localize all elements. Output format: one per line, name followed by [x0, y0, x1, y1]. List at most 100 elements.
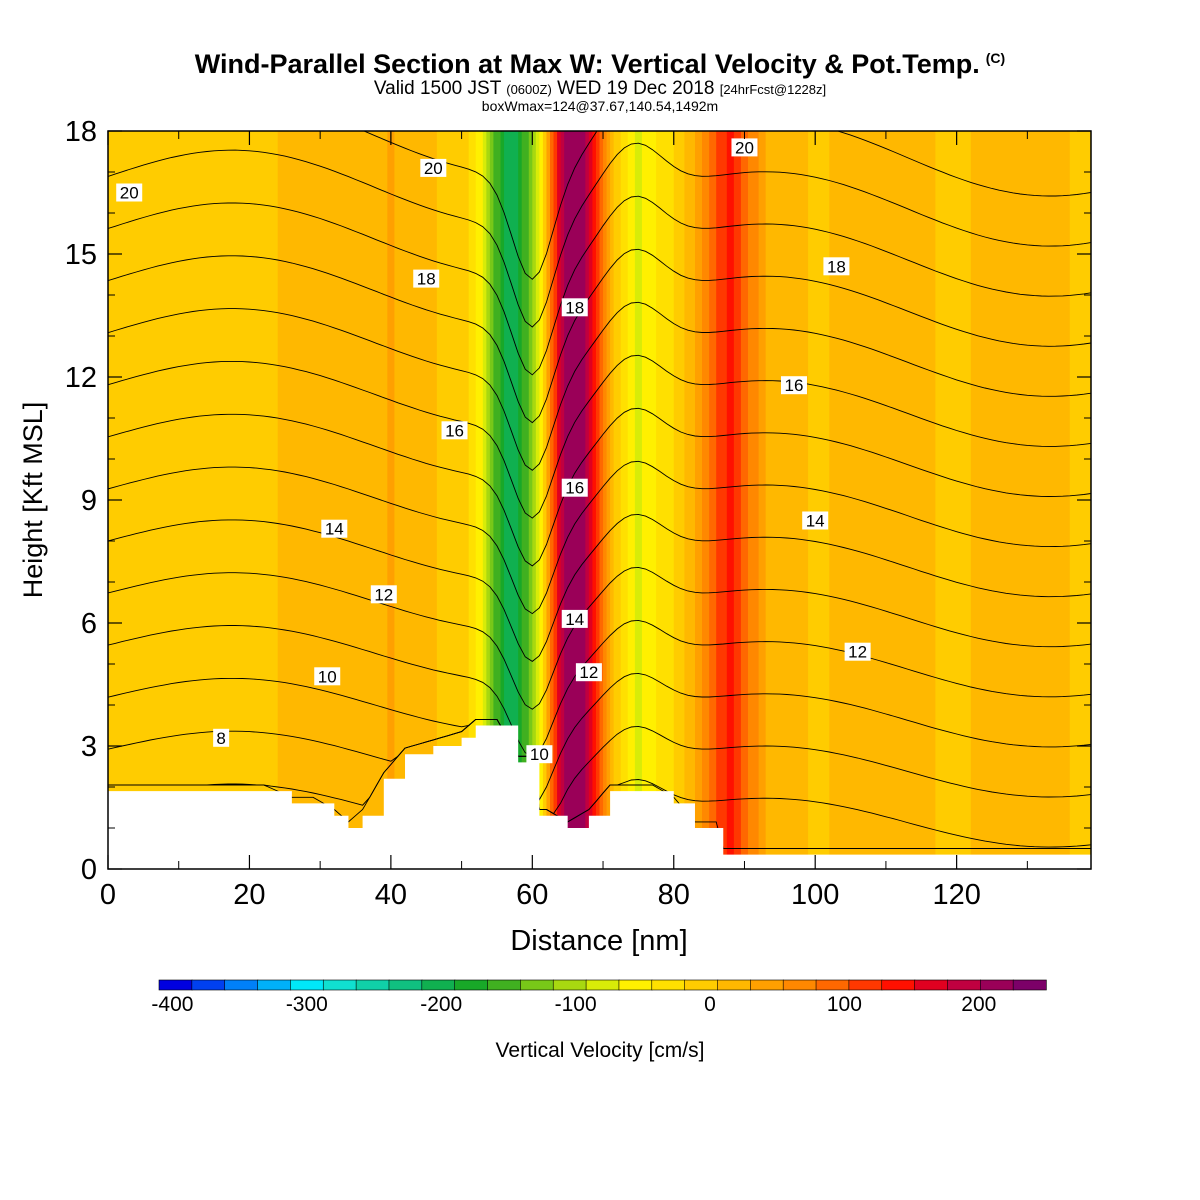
velocity-cell	[383, 131, 388, 869]
velocity-cell	[161, 131, 166, 869]
contour-label: 16	[785, 376, 804, 395]
contour-label-bg	[561, 478, 588, 497]
contour-label-bg	[420, 158, 447, 177]
velocity-cell	[684, 131, 689, 869]
velocity-cell	[316, 131, 321, 869]
velocity-cell	[394, 131, 399, 869]
velocity-cell	[967, 131, 972, 869]
velocity-cell	[440, 131, 445, 869]
velocity-cell	[836, 131, 841, 869]
y-tick-label: 12	[65, 362, 97, 394]
theta-contours	[108, 131, 1091, 849]
velocity-cell	[641, 131, 647, 869]
velocity-cell	[1073, 131, 1078, 869]
theta-contour	[108, 460, 1091, 615]
velocity-cell	[267, 131, 272, 869]
theta-contour	[362, 131, 1091, 280]
velocity-cell	[984, 131, 990, 869]
velocity-cell	[712, 131, 717, 869]
velocity-cell	[995, 131, 1000, 869]
velocity-cell	[673, 131, 678, 869]
velocity-cell	[521, 131, 526, 869]
velocity-cell	[362, 131, 367, 869]
velocity-cell	[610, 131, 615, 869]
contour-label: 14	[806, 512, 825, 531]
velocity-cell	[981, 131, 986, 869]
velocity-cell	[977, 131, 982, 869]
velocity-cell	[122, 131, 127, 869]
velocity-cell	[783, 131, 788, 869]
velocity-cell	[1062, 131, 1067, 869]
velocity-cell	[885, 131, 891, 869]
velocity-cell	[592, 131, 597, 869]
colorbar-swatch	[487, 979, 522, 991]
colorbar-swatch	[355, 979, 390, 991]
velocity-cell	[500, 131, 505, 869]
velocity-cell	[313, 131, 318, 869]
velocity-cell	[744, 131, 749, 869]
velocity-cell	[1048, 131, 1053, 869]
velocity-cell	[946, 131, 951, 869]
velocity-cell	[900, 131, 905, 869]
velocity-cell	[224, 131, 229, 869]
velocity-cell	[387, 131, 392, 869]
velocity-cell	[875, 131, 880, 869]
velocity-cell	[168, 131, 173, 869]
velocity-cell	[376, 131, 381, 869]
velocity-cell	[564, 131, 569, 869]
x-tick-label: 100	[791, 879, 839, 911]
contour-label: 18	[565, 298, 584, 317]
velocity-cell	[235, 131, 240, 869]
velocity-cell	[1034, 131, 1039, 869]
velocity-cell	[801, 131, 806, 869]
velocity-cell	[1016, 131, 1021, 869]
velocity-cell	[348, 131, 353, 869]
velocity-cell	[751, 131, 756, 869]
velocity-cell	[546, 131, 551, 869]
contour-label: 12	[374, 585, 393, 604]
velocity-cell	[931, 131, 937, 869]
velocity-cell	[270, 131, 275, 869]
velocity-cell	[390, 131, 396, 869]
velocity-cell	[921, 131, 926, 869]
contour-label: 12	[579, 663, 598, 682]
colorbar-swatch	[947, 979, 981, 991]
velocity-cell	[793, 131, 799, 869]
velocity-cell	[178, 131, 183, 869]
velocity-cell	[458, 131, 463, 869]
velocity-cell	[963, 131, 968, 869]
velocity-cell	[129, 131, 134, 869]
velocity-cell	[825, 131, 830, 869]
velocity-cell	[776, 131, 781, 869]
velocity-cell	[535, 131, 540, 869]
velocity-cell	[861, 131, 866, 869]
velocity-cell	[719, 131, 724, 869]
y-tick-label: 18	[65, 116, 97, 148]
velocity-cell	[323, 131, 328, 869]
colorbar-tick-label: -400	[151, 993, 193, 1016]
velocity-cell	[405, 131, 410, 869]
colorbar-swatch	[717, 979, 752, 991]
subtitle-utc: (0600Z)	[506, 82, 552, 97]
velocity-cell	[514, 131, 519, 869]
velocity-cell	[765, 131, 770, 869]
velocity-cell	[755, 131, 760, 869]
velocity-cell	[182, 131, 187, 869]
velocity-cell	[804, 131, 809, 869]
velocity-cell	[245, 131, 251, 869]
velocity-cell	[465, 131, 470, 869]
y-tick-label: 15	[65, 239, 97, 271]
velocity-cell	[366, 131, 371, 869]
velocity-cell	[889, 131, 894, 869]
velocity-cell	[489, 131, 495, 869]
colorbar-swatch	[454, 979, 489, 991]
velocity-cell	[705, 131, 710, 869]
velocity-cell	[677, 131, 682, 869]
velocity-cell	[847, 131, 852, 869]
velocity-cell	[337, 131, 342, 869]
velocity-cell	[419, 131, 424, 869]
y-tick-label: 0	[81, 854, 97, 886]
colorbar-swatch	[750, 979, 784, 991]
velocity-cell	[1066, 131, 1071, 869]
